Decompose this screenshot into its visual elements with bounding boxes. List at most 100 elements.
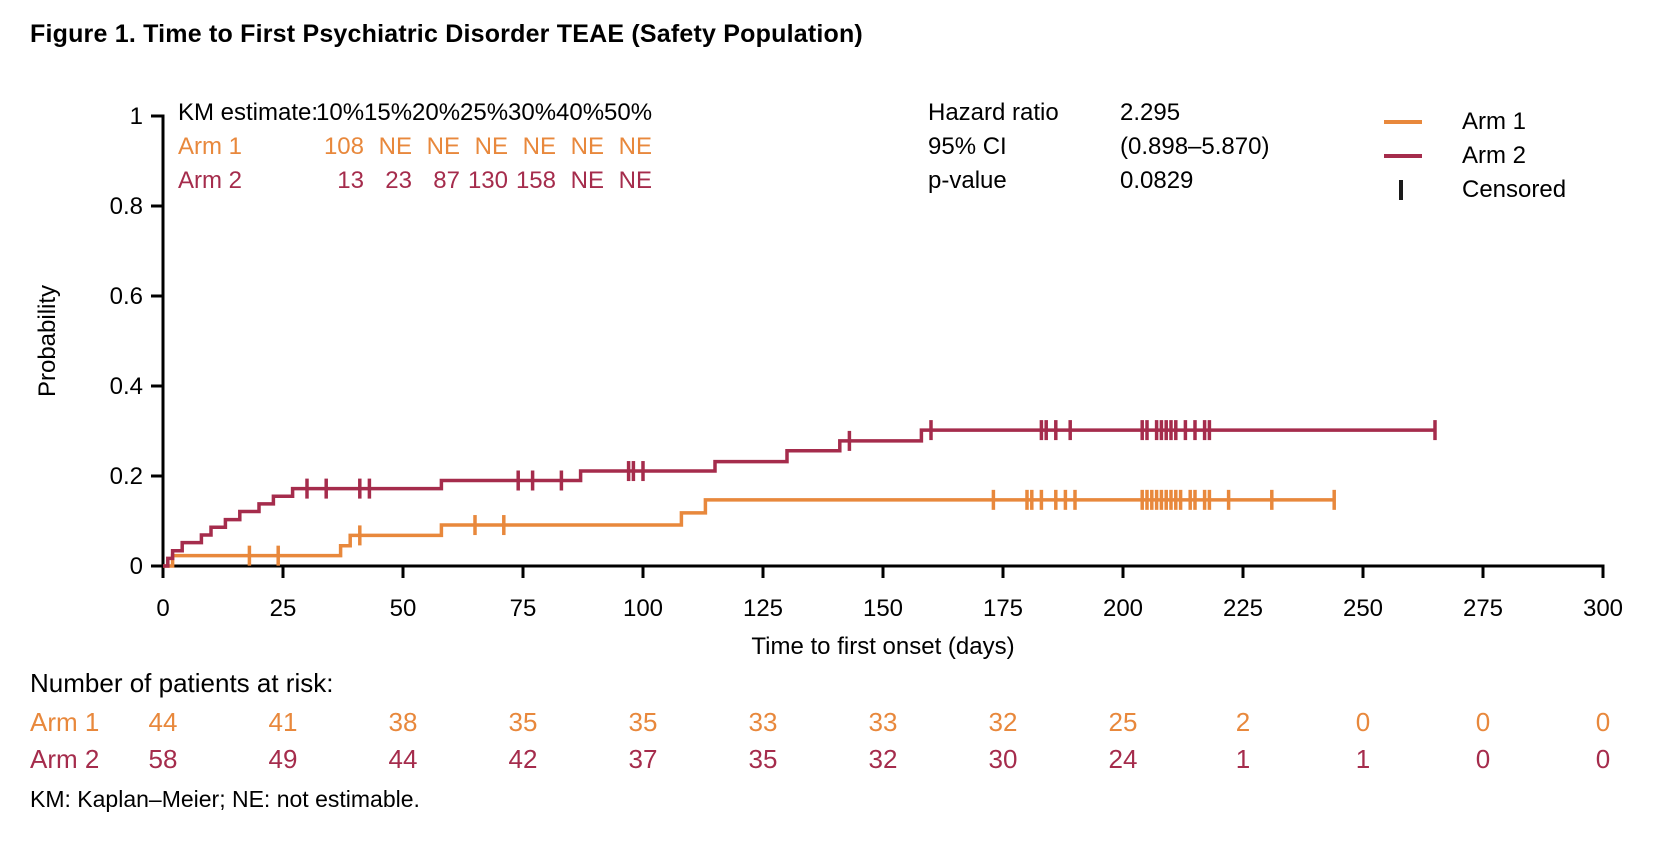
x-tick-label: 250: [1343, 595, 1383, 622]
x-axis-title: Time to first onset (days): [751, 633, 1015, 660]
legend-item-censored: Censored: [1384, 173, 1566, 207]
y-tick-label: 0.2: [110, 463, 143, 490]
risk-count: 38: [388, 707, 418, 737]
km-value: 158: [515, 167, 556, 194]
legend-label: Censored: [1462, 176, 1567, 203]
km-percent-header: 25%: [460, 99, 509, 126]
km-value: NE: [378, 133, 412, 160]
risk-count: 35: [508, 707, 538, 737]
p-value-label: p-value: [928, 167, 1007, 194]
km-value: NE: [426, 133, 460, 160]
risk-row-label: Arm 2: [30, 744, 100, 774]
km-value: NE: [570, 167, 604, 194]
km-value: 87: [433, 167, 460, 194]
legend-label: Arm 2: [1462, 142, 1527, 169]
y-tick-label: 0.6: [110, 283, 143, 310]
risk-count: 44: [388, 744, 418, 774]
ci-label: 95% CI: [928, 133, 1007, 160]
x-tick-label: 100: [623, 595, 663, 622]
risk-count: 33: [868, 707, 898, 737]
km-row-label: Arm 2: [178, 167, 243, 194]
km-value: 13: [337, 167, 364, 194]
risk-table: Arm 1 44 41 38 35 35 33 33 32 25 2 0 0 0 Arm 2 58 49 44 42…: [0, 704, 1654, 778]
y-tick-label: 1: [130, 103, 143, 130]
km-value: 108: [323, 133, 364, 160]
km-percent-header: 20%: [412, 99, 461, 126]
y-tick-label: 0.8: [110, 193, 143, 220]
risk-count: 35: [628, 707, 658, 737]
km-percent-header: 10%: [316, 99, 365, 126]
km-percent-header: 50%: [604, 99, 653, 126]
km-curve-arm-1: [163, 498, 1335, 568]
x-tick-label: 200: [1103, 595, 1143, 622]
risk-count: 30: [988, 744, 1018, 774]
km-percent-header: 30%: [508, 99, 557, 126]
x-tick-label: 125: [743, 595, 783, 622]
km-estimate-label: KM estimate:: [178, 99, 319, 126]
km-value: NE: [618, 133, 652, 160]
x-tick-label: 0: [156, 595, 169, 622]
x-tick-label: 150: [863, 595, 903, 622]
risk-count: 2: [1235, 707, 1251, 737]
km-value: 23: [385, 167, 412, 194]
risk-count: 0: [1475, 744, 1491, 774]
risk-row-label: Arm 1: [30, 707, 100, 737]
x-tick-label: 25: [270, 595, 297, 622]
legend-item-arm-2: Arm 2: [1384, 139, 1566, 173]
km-percent-header: 40%: [556, 99, 605, 126]
risk-count: 1: [1355, 744, 1371, 774]
figure-title: Figure 1. Time to First Psychiatric Diso…: [30, 20, 863, 48]
x-tick-label: 275: [1463, 595, 1503, 622]
risk-count: 0: [1475, 707, 1491, 737]
x-tick-label: 175: [983, 595, 1023, 622]
y-tick-label: 0: [130, 553, 143, 580]
risk-count: 0: [1595, 744, 1611, 774]
risk-count: 32: [868, 744, 898, 774]
legend-line-swatch: [1384, 120, 1462, 124]
legend-label: Arm 1: [1462, 108, 1527, 135]
legend-item-arm-1: Arm 1: [1384, 105, 1566, 139]
legend: Arm 1 Arm 2 Censored: [1384, 105, 1566, 207]
hazard-ratio-value: 2.295: [1120, 99, 1181, 126]
x-tick-label: 300: [1583, 595, 1623, 622]
km-curve-arm-2: [163, 428, 1435, 568]
risk-count: 58: [148, 744, 178, 774]
p-value: 0.0829: [1120, 167, 1194, 194]
risk-count: 25: [1108, 707, 1138, 737]
km-row-label: Arm 1: [178, 133, 243, 160]
y-axis-title: Probability: [34, 284, 61, 398]
km-estimate-table: KM estimate: 10% 15% 20% 25% 30% 40% 50% Arm 1 10…: [178, 96, 652, 198]
risk-count: 0: [1595, 707, 1611, 737]
risk-count: 37: [628, 744, 658, 774]
km-value: NE: [570, 133, 604, 160]
risk-count: 42: [508, 744, 538, 774]
x-tick-label: 75: [510, 595, 537, 622]
risk-count: 49: [268, 744, 298, 774]
km-value: NE: [522, 133, 556, 160]
risk-count: 24: [1108, 744, 1138, 774]
risk-row-arm-1: Arm 1 44 41 38 35 35 33 33 32 25 2 0 0 0: [0, 704, 1654, 741]
km-value: NE: [618, 167, 652, 194]
footnote: KM: Kaplan–Meier; NE: not estimable.: [30, 786, 420, 812]
risk-count: 33: [748, 707, 778, 737]
censored-tick-icon: [1384, 180, 1462, 200]
km-value: 130: [467, 167, 508, 194]
x-tick-label: 50: [390, 595, 417, 622]
risk-count: 44: [148, 707, 178, 737]
y-tick-label: 0.4: [110, 373, 143, 400]
risk-count: 35: [748, 744, 778, 774]
km-percent-header: 15%: [364, 99, 413, 126]
risk-table-heading: Number of patients at risk:: [30, 668, 334, 698]
km-value: NE: [474, 133, 508, 160]
risk-count: 1: [1235, 744, 1251, 774]
risk-count: 41: [268, 707, 298, 737]
ci-value: (0.898–5.870): [1120, 133, 1270, 160]
risk-row-arm-2: Arm 2 58 49 44 42 37 35 32 30 24 1 1 0 0: [0, 741, 1654, 778]
hazard-ratio-label: Hazard ratio: [928, 99, 1059, 126]
risk-count: 0: [1355, 707, 1371, 737]
x-tick-label: 225: [1223, 595, 1263, 622]
legend-line-swatch: [1384, 154, 1462, 158]
stats-block: Hazard ratio 2.295 95% CI (0.898–5.870) …: [928, 96, 1269, 198]
